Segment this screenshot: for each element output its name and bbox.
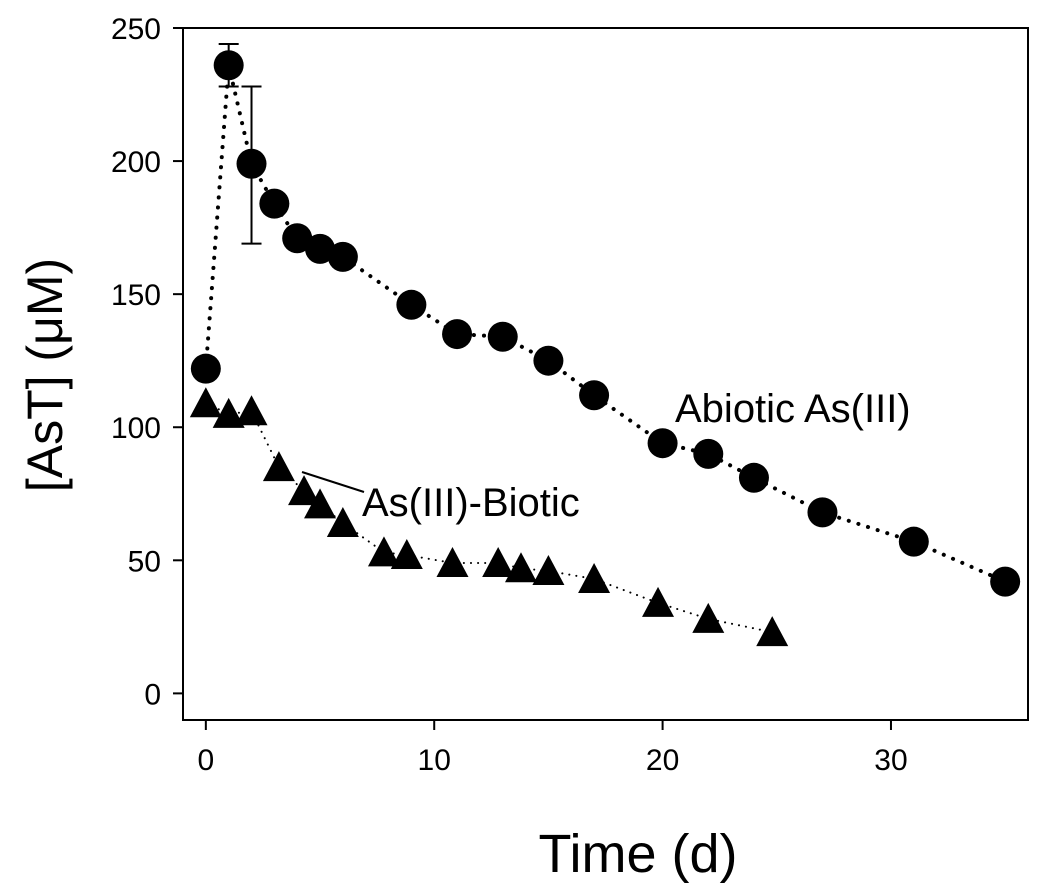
- data-point-triangle: [436, 546, 469, 577]
- x-tick-label: 0: [197, 744, 214, 777]
- data-point-circle: [647, 428, 678, 459]
- data-point-triangle: [642, 586, 675, 617]
- data-point-triangle: [235, 395, 268, 426]
- data-point-triangle: [288, 475, 321, 506]
- data-point-circle: [236, 148, 267, 179]
- data-point-circle: [396, 289, 427, 320]
- data-point-triangle: [505, 552, 537, 583]
- x-tick-label: 20: [646, 744, 679, 777]
- y-tick-label: 200: [111, 146, 161, 179]
- x-axis-title: Time (d): [539, 824, 738, 884]
- data-point-circle: [190, 353, 221, 384]
- data-point-circle: [990, 566, 1021, 597]
- y-tick-label: 0: [144, 678, 161, 711]
- data-point-circle: [282, 223, 313, 254]
- data-point-triangle: [326, 507, 359, 538]
- y-tick-label: 50: [128, 545, 161, 578]
- y-axis-title: [AsT] (μM): [17, 258, 73, 492]
- y-tick-label: 250: [111, 13, 161, 46]
- data-point-circle: [213, 50, 244, 81]
- axes-frame: [182, 27, 1029, 721]
- data-point-triangle: [482, 546, 515, 577]
- y-tick-label: 100: [111, 412, 161, 445]
- data-point-triangle: [756, 616, 789, 647]
- x-tick-label: 30: [874, 744, 907, 777]
- plot-area: [182, 27, 1029, 721]
- y-tick-label: 150: [111, 279, 161, 312]
- data-point-circle: [807, 497, 838, 528]
- data-point-circle: [327, 241, 358, 272]
- data-point-triangle: [304, 488, 337, 519]
- data-point-circle: [693, 438, 724, 469]
- ticks: 0 10 20 30 0 50 100 150 200 250: [111, 13, 908, 777]
- data-point-triangle: [532, 554, 565, 585]
- data-point-circle: [305, 233, 336, 264]
- data-point-circle: [442, 319, 473, 350]
- data-point-triangle: [390, 538, 423, 569]
- data-point-circle: [738, 462, 769, 493]
- data-point-triangle: [262, 451, 295, 482]
- x-tick-label: 10: [418, 744, 451, 777]
- data-point-circle: [487, 321, 518, 352]
- data-point-triangle: [189, 387, 222, 418]
- annotation-biotic: As(III)-Biotic: [362, 481, 580, 525]
- data-point-circle: [898, 526, 929, 557]
- data-point-circle: [259, 188, 290, 219]
- series-lines: [203, 64, 1008, 634]
- data-point-circle: [579, 380, 610, 411]
- data-point-triangle: [692, 602, 725, 633]
- annotation-abiotic: Abiotic As(III): [675, 387, 911, 431]
- markers: [189, 50, 1021, 647]
- data-point-circle: [533, 345, 564, 376]
- data-point-triangle: [212, 397, 245, 428]
- annotation-leader-line: [301, 471, 365, 493]
- data-point-triangle: [367, 536, 400, 567]
- data-point-triangle: [578, 562, 611, 593]
